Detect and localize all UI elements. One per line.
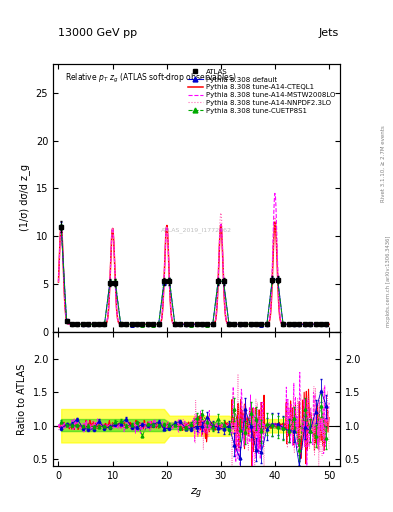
Text: mcplots.cern.ch [arXiv:1306.3436]: mcplots.cern.ch [arXiv:1306.3436] [386, 236, 391, 327]
Text: Rivet 3.1.10, ≥ 2.7M events: Rivet 3.1.10, ≥ 2.7M events [381, 125, 386, 202]
Text: Relative $p_T$ $z_g$ (ATLAS soft-drop observables): Relative $p_T$ $z_g$ (ATLAS soft-drop ob… [65, 72, 236, 85]
Text: 13000 GeV pp: 13000 GeV pp [58, 28, 137, 38]
Y-axis label: (1/σ) dσ/d z_g: (1/σ) dσ/d z_g [19, 164, 30, 231]
X-axis label: $z_g$: $z_g$ [190, 486, 203, 501]
Text: ATLAS_2019_I1772362: ATLAS_2019_I1772362 [161, 227, 232, 233]
Legend: ATLAS, Pythia 8.308 default, Pythia 8.308 tune-A14-CTEQL1, Pythia 8.308 tune-A14: ATLAS, Pythia 8.308 default, Pythia 8.30… [186, 68, 336, 115]
Text: Jets: Jets [318, 28, 339, 38]
Y-axis label: Ratio to ATLAS: Ratio to ATLAS [17, 363, 27, 435]
